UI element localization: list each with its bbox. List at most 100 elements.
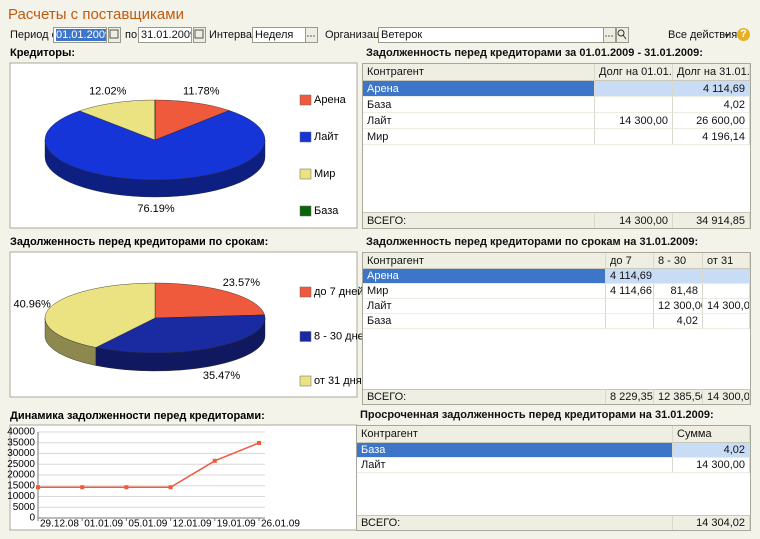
button-dots	[307, 35, 613, 37]
chart-title: Кредиторы:	[10, 47, 75, 59]
table-cell: 81,48	[654, 284, 703, 299]
pie-label: 12.02%	[89, 86, 127, 98]
table-cell: до 7	[606, 253, 654, 269]
pie-slice	[44, 282, 156, 348]
y-tick-label: 20000	[7, 470, 35, 481]
table-cell: 4,02	[654, 314, 703, 329]
organization-label: Организация:	[325, 29, 395, 41]
dropdown-arrow	[724, 34, 730, 37]
to-label: по:	[125, 29, 141, 41]
table-cell: База	[357, 443, 673, 458]
calendar-icons	[109, 29, 204, 39]
y-tick-label: 5000	[13, 502, 36, 513]
line-marker	[212, 458, 217, 463]
table-cell: Мир	[363, 129, 595, 145]
x-tick-label: 05.01.09	[128, 519, 167, 530]
table-cell: 14 300,00	[595, 113, 673, 129]
table-cell: 4,02	[673, 443, 750, 458]
interval-field[interactable]: Неделя	[252, 27, 306, 43]
line	[38, 442, 260, 489]
legend-swatch	[299, 131, 312, 143]
line-marker	[80, 485, 85, 490]
table-cell: 14 300,00	[703, 299, 750, 314]
x-tick-label: 19.01.09	[217, 519, 256, 530]
page-title: Расчеты с поставщиками	[8, 6, 184, 23]
help-button[interactable]: ?	[737, 28, 750, 41]
table-cell: ВСЕГО:	[363, 389, 606, 404]
organization-field[interactable]: Ветерок	[378, 27, 604, 43]
pie-label: 23.57%	[223, 277, 261, 289]
table-cell: 12 385,50	[654, 389, 703, 404]
table-cell	[595, 129, 673, 145]
pie-label: 40.96%	[13, 299, 51, 311]
period-label: Период с:	[10, 29, 61, 41]
table-row: Контрагент Сумма	[357, 426, 750, 443]
period-to[interactable]: 31.01.2009	[138, 27, 192, 43]
table-row: База 4,02	[357, 443, 750, 458]
legend-swatch	[299, 331, 312, 342]
table-cell: 4 196,14	[673, 129, 750, 145]
pie-label: 11.78%	[183, 85, 220, 97]
table-row: Лайт 14 300,00	[357, 458, 750, 473]
select-button[interactable]	[603, 27, 616, 43]
period-from-text: 01.01.2009	[56, 29, 106, 41]
table-cell	[654, 269, 703, 284]
line-marker	[36, 485, 40, 490]
legend-label: База	[314, 205, 339, 217]
table-cell: Контрагент	[363, 64, 595, 81]
table-cell: 4 114,69	[606, 269, 654, 284]
legend-label: 8 - 30 дней	[314, 330, 370, 342]
legend-swatch	[299, 286, 312, 298]
y-tick-label: 0	[29, 513, 35, 524]
y-tick-label: 10000	[7, 491, 35, 502]
table-cell: Арена	[363, 269, 606, 284]
pie-slice	[154, 282, 265, 319]
table-cell: 8 - 30	[654, 253, 703, 269]
line-marker	[168, 485, 173, 490]
select-button[interactable]	[305, 27, 318, 43]
table-cell: Контрагент	[357, 426, 673, 443]
table-row: База 4,02	[363, 314, 750, 329]
table-row: Арена 4 114,69	[363, 269, 750, 284]
line-marker	[124, 485, 129, 490]
y-tick-label: 15000	[7, 480, 35, 491]
pie-slice	[95, 314, 266, 354]
search-icon	[617, 29, 627, 40]
table-cell: 14 300,00	[595, 212, 673, 228]
table-cell: Долг на 01.01.09	[595, 64, 673, 81]
y-tick-label: 25000	[7, 459, 35, 470]
y-tick-label: 30000	[7, 448, 35, 459]
table-cell: 14 300,00	[703, 389, 750, 404]
table-cell: Лайт	[357, 458, 673, 473]
y-tick-label: 40000	[7, 427, 35, 438]
table-cell: 4 114,69	[673, 81, 750, 97]
chart-panel	[9, 424, 358, 531]
table-row: ВСЕГО: 14 304,02	[357, 515, 750, 530]
table-row: База 4,02	[363, 97, 750, 113]
period-from[interactable]: 01.01.2009	[53, 27, 107, 43]
table-cell: Долг на 31.01.09	[673, 64, 750, 81]
legend-label: до 7 дней	[314, 286, 364, 298]
table-row: Мир 4 196,14	[363, 129, 750, 145]
chart-title: Задолженность перед кредиторами по срока…	[10, 236, 268, 248]
table-cell	[703, 269, 750, 284]
table-cell: База	[363, 97, 595, 113]
table-title: Просроченная задолженность перед кредито…	[360, 409, 714, 421]
all-actions[interactable]: Все действия	[668, 29, 738, 41]
legend-swatch	[299, 375, 312, 387]
table-row: Арена 4 114,69	[363, 81, 750, 97]
table-cell: 4,02	[673, 97, 750, 113]
line-marker	[257, 440, 261, 445]
pie-label: 76.19%	[137, 203, 175, 215]
pie-label: 35.47%	[203, 370, 241, 382]
legend-label: Лайт	[314, 131, 339, 143]
table-cell: 14 304,02	[673, 515, 750, 530]
